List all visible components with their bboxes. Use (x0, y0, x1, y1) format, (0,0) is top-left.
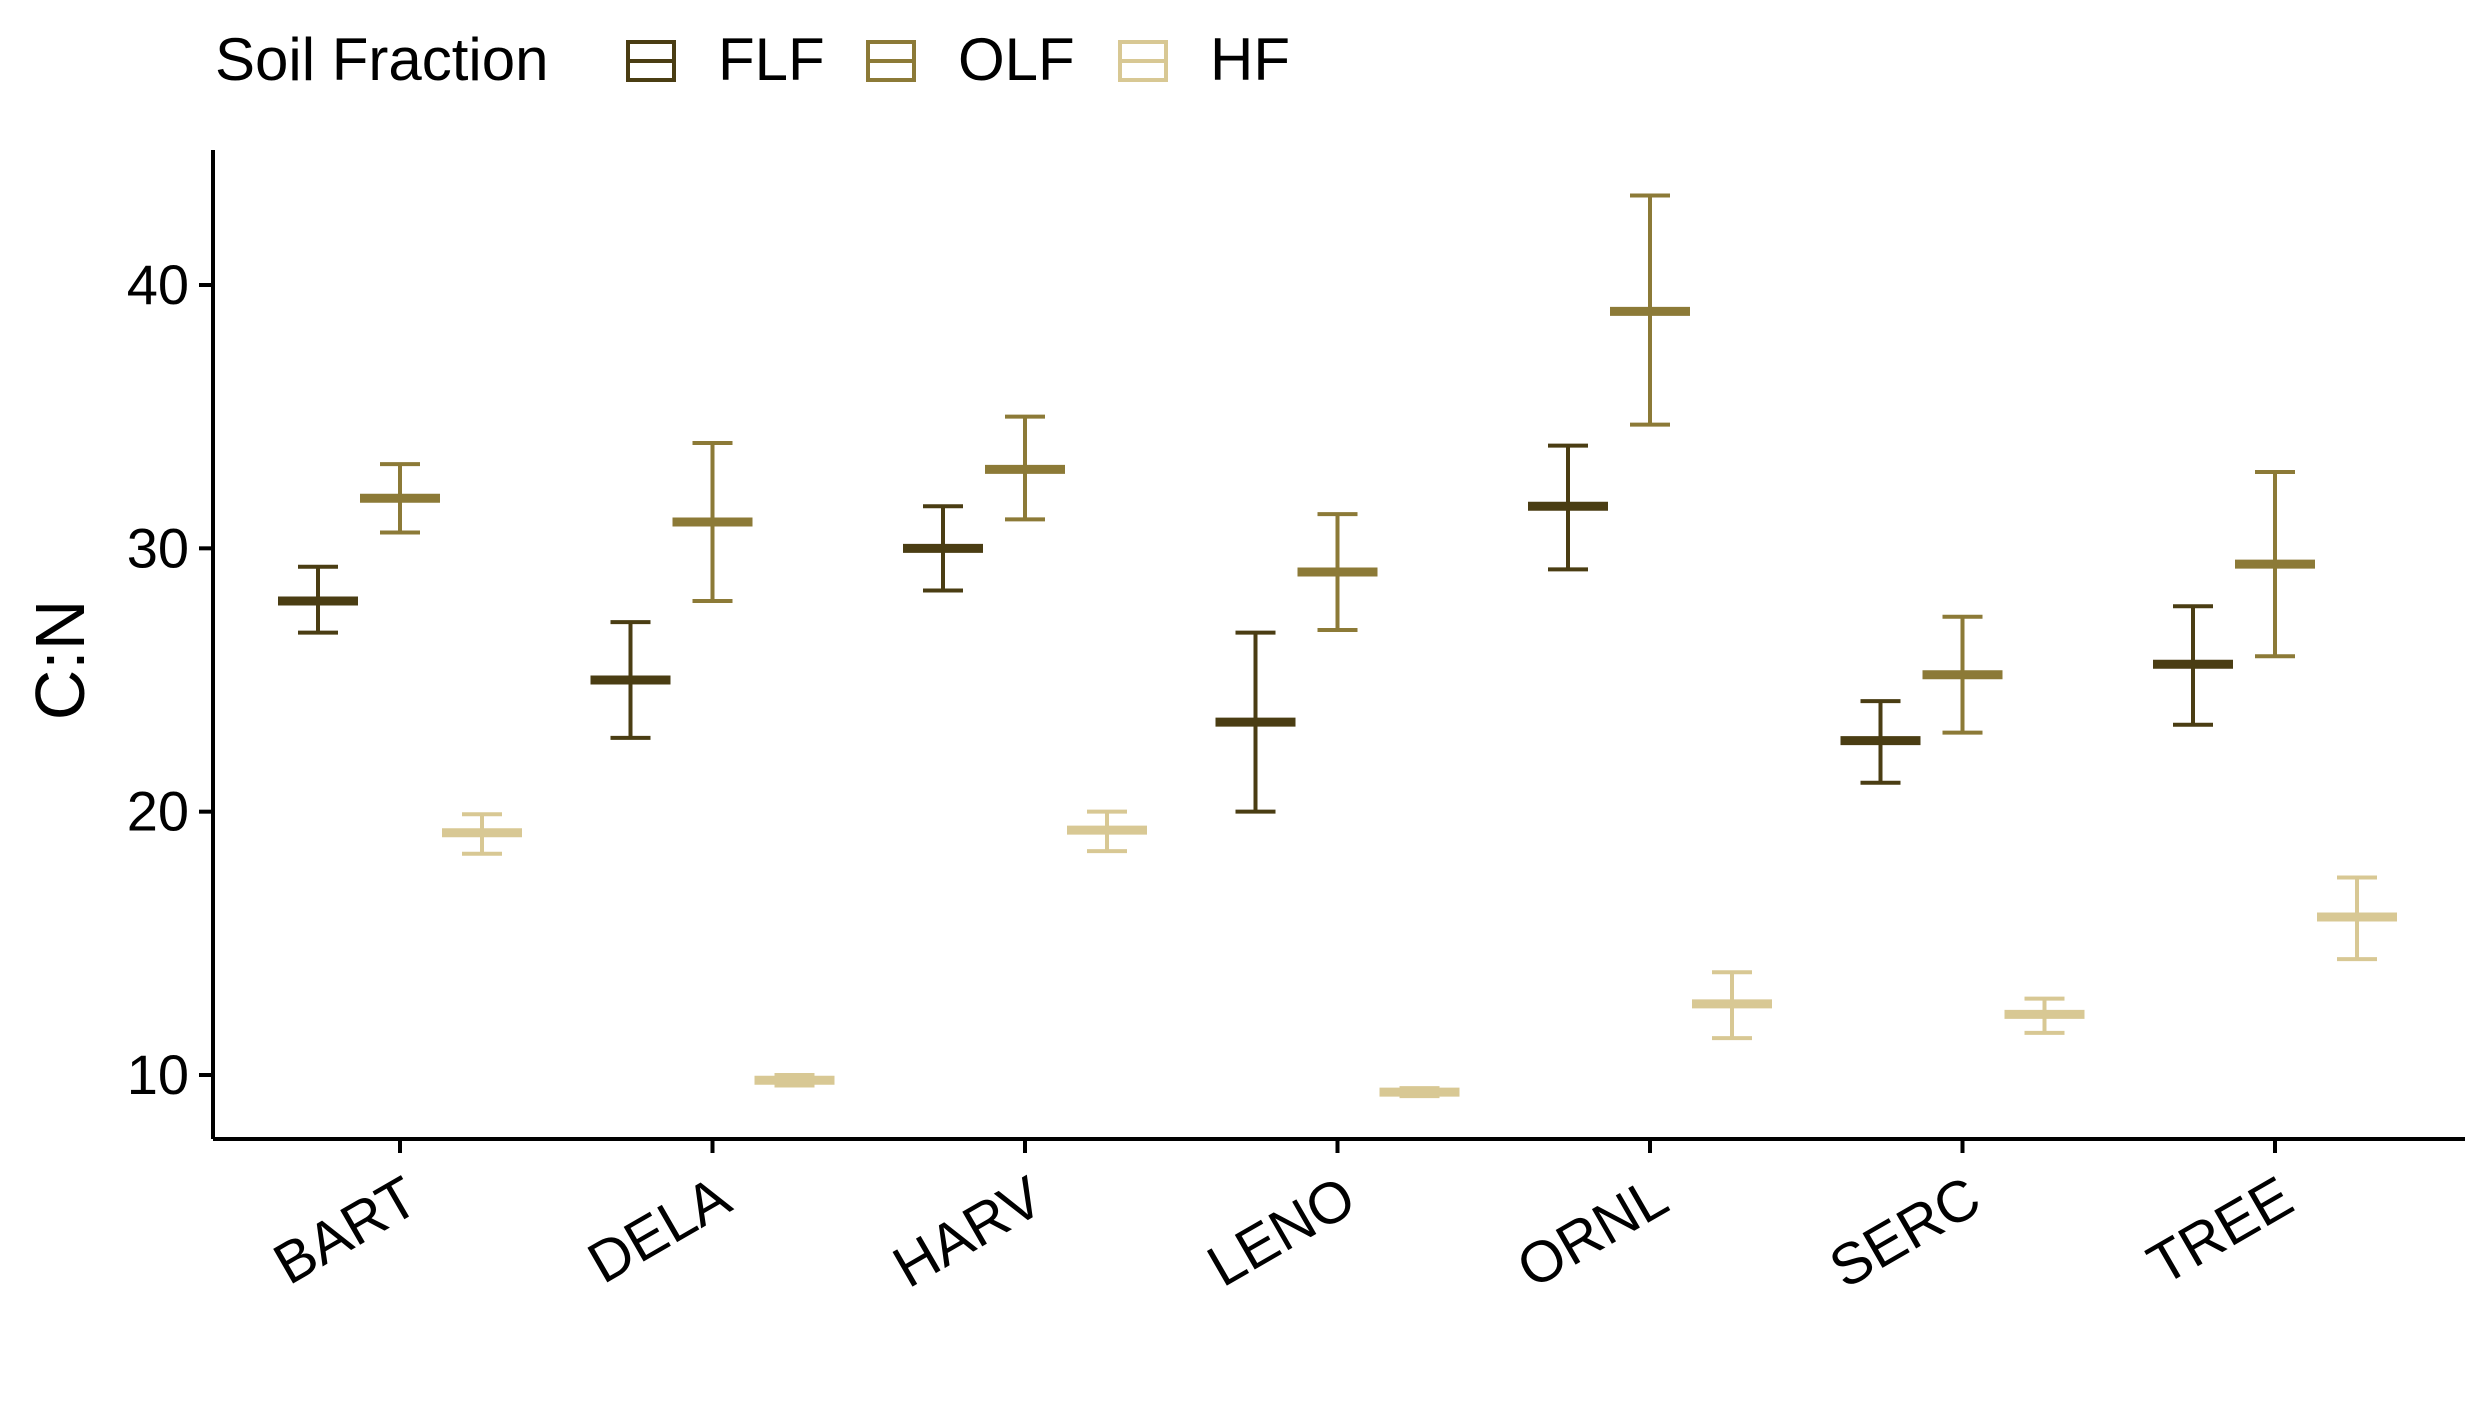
errorbar-flf-serc (1840, 699, 1921, 785)
errorbar-flf-ornl (1528, 443, 1608, 572)
errorbar-olf-leno (1297, 512, 1378, 632)
errorbar-flf-bart (278, 564, 358, 635)
series-olf (360, 193, 2315, 735)
errorbar-flf-dela (590, 620, 671, 740)
x-tick-label-bart: BART (263, 1164, 429, 1297)
legend-item-flf: FLF (626, 26, 825, 93)
errorbar-olf-harv (985, 414, 1065, 522)
errorbar-hf-ornl (1692, 970, 1772, 1041)
x-tick-label-serc: SERC (1819, 1164, 1991, 1301)
x-tick-label-tree: TREE (2137, 1164, 2303, 1298)
errorbar-hf-serc (2004, 996, 2085, 1035)
x-tick-label-dela: DELA (577, 1164, 741, 1296)
errorbar-olf-bart (360, 462, 440, 535)
series-hf (442, 809, 2397, 1099)
errorbar-flf-harv (903, 504, 983, 593)
legend-label: HF (1210, 26, 1290, 93)
legend-item-hf: HF (1118, 26, 1290, 93)
errorbar-hf-leno (1379, 1086, 1460, 1099)
x-tick-label-harv: HARV (882, 1164, 1053, 1300)
legend-label: OLF (958, 26, 1075, 93)
y-tick-label: 10 (127, 1043, 189, 1106)
errorbar-hf-tree (2317, 875, 2397, 962)
errorbar-olf-tree (2235, 469, 2315, 659)
errorbar-hf-dela (754, 1073, 835, 1088)
x-tick-label-ornl: ORNL (1506, 1164, 1678, 1301)
y-tick-label: 30 (127, 516, 189, 579)
legend-label: FLF (718, 26, 825, 93)
legend: Soil Fraction FLF OLF HF (215, 26, 1290, 93)
errorbar-hf-bart (442, 812, 522, 856)
errorbar-olf-ornl (1610, 193, 1690, 427)
y-axis-title: C:N (21, 600, 99, 721)
x-tick-label-leno: LENO (1197, 1164, 1366, 1299)
errorbar-olf-dela (672, 441, 753, 603)
plot-area: 10 20 30 40 BART DELA HARV LENO ORNL SERC TREE (127, 150, 2465, 1301)
legend-title: Soil Fraction (215, 26, 548, 93)
y-tick-label: 40 (127, 253, 189, 316)
errorbar-flf-tree (2153, 604, 2233, 727)
errorbar-flf-leno (1215, 630, 1296, 814)
series-flf (278, 443, 2233, 814)
errorbar-hf-harv (1067, 809, 1147, 854)
errorbar-olf-serc (1922, 614, 2003, 735)
y-tick-label: 20 (127, 780, 189, 843)
legend-item-olf: OLF (866, 26, 1075, 93)
